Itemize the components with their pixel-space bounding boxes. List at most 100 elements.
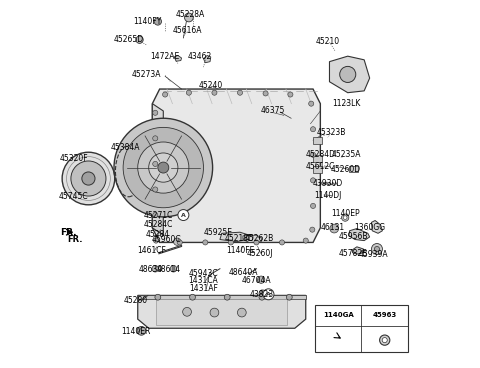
Circle shape bbox=[153, 212, 158, 217]
Circle shape bbox=[254, 240, 259, 245]
Text: 45228A: 45228A bbox=[176, 10, 205, 19]
Text: 45265D: 45265D bbox=[114, 35, 144, 44]
Text: 45612C: 45612C bbox=[306, 162, 335, 171]
Text: FR.: FR. bbox=[60, 228, 77, 237]
Circle shape bbox=[238, 308, 246, 317]
Polygon shape bbox=[138, 296, 306, 328]
Text: 1140ER: 1140ER bbox=[121, 328, 151, 336]
Circle shape bbox=[224, 294, 230, 300]
Polygon shape bbox=[138, 296, 306, 299]
Text: 43930D: 43930D bbox=[312, 180, 343, 188]
Polygon shape bbox=[152, 104, 163, 235]
Text: 1140EP: 1140EP bbox=[332, 209, 360, 218]
Text: 45925E: 45925E bbox=[204, 228, 233, 237]
Circle shape bbox=[183, 307, 192, 316]
Text: 45218D: 45218D bbox=[225, 234, 255, 243]
Circle shape bbox=[170, 265, 177, 272]
Text: 1431CA: 1431CA bbox=[189, 276, 218, 285]
Text: 1140DJ: 1140DJ bbox=[314, 191, 341, 200]
Circle shape bbox=[311, 127, 316, 132]
Circle shape bbox=[158, 162, 169, 173]
Circle shape bbox=[71, 161, 106, 196]
Text: 45284D: 45284D bbox=[305, 150, 336, 159]
Bar bbox=[315, 305, 408, 352]
Text: A: A bbox=[266, 292, 271, 297]
Text: 43462: 43462 bbox=[188, 52, 212, 61]
Text: 45240: 45240 bbox=[199, 81, 223, 90]
Text: 1123LK: 1123LK bbox=[332, 99, 360, 108]
Text: 45320F: 45320F bbox=[60, 154, 88, 163]
Polygon shape bbox=[372, 220, 383, 233]
Circle shape bbox=[163, 92, 168, 97]
Circle shape bbox=[382, 337, 387, 343]
Circle shape bbox=[311, 178, 316, 183]
Circle shape bbox=[137, 326, 146, 335]
Circle shape bbox=[155, 294, 161, 300]
Circle shape bbox=[380, 335, 390, 345]
Circle shape bbox=[372, 244, 383, 255]
Text: 45235A: 45235A bbox=[331, 150, 360, 159]
Circle shape bbox=[177, 240, 182, 245]
Circle shape bbox=[288, 92, 293, 97]
Text: 46131: 46131 bbox=[321, 223, 345, 232]
Circle shape bbox=[153, 161, 158, 166]
Polygon shape bbox=[349, 229, 370, 241]
Polygon shape bbox=[152, 89, 320, 243]
Circle shape bbox=[259, 290, 266, 297]
Circle shape bbox=[178, 209, 189, 220]
Circle shape bbox=[138, 142, 189, 193]
Bar bbox=[156, 299, 288, 325]
Circle shape bbox=[203, 240, 208, 245]
Text: 45323B: 45323B bbox=[317, 128, 346, 137]
Bar bbox=[313, 137, 322, 144]
Text: 45939A: 45939A bbox=[359, 250, 388, 259]
Circle shape bbox=[263, 91, 268, 96]
Text: 48640A: 48640A bbox=[229, 268, 258, 277]
Text: 45284C: 45284C bbox=[143, 220, 172, 229]
Circle shape bbox=[342, 214, 349, 221]
Text: 48614: 48614 bbox=[156, 265, 181, 274]
Text: FR.: FR. bbox=[68, 235, 83, 244]
Text: 45956B: 45956B bbox=[338, 233, 368, 241]
Circle shape bbox=[154, 238, 158, 243]
Text: 1472AE: 1472AE bbox=[151, 52, 180, 61]
Circle shape bbox=[343, 216, 347, 219]
Circle shape bbox=[153, 187, 158, 192]
Text: 45210: 45210 bbox=[315, 37, 340, 46]
Circle shape bbox=[330, 224, 338, 233]
Circle shape bbox=[174, 238, 181, 245]
Circle shape bbox=[303, 238, 308, 243]
Circle shape bbox=[153, 110, 158, 115]
Text: 45284: 45284 bbox=[146, 230, 170, 239]
Circle shape bbox=[190, 294, 195, 300]
Circle shape bbox=[212, 90, 217, 95]
Bar bbox=[313, 166, 322, 173]
Circle shape bbox=[62, 152, 115, 205]
Text: 48639: 48639 bbox=[138, 265, 163, 274]
Circle shape bbox=[310, 227, 315, 232]
Text: 45260J: 45260J bbox=[247, 249, 273, 258]
Polygon shape bbox=[352, 247, 363, 254]
Circle shape bbox=[311, 204, 316, 208]
Text: 45616A: 45616A bbox=[172, 26, 202, 35]
Text: 1140GA: 1140GA bbox=[323, 312, 354, 318]
Bar bbox=[349, 166, 358, 172]
Polygon shape bbox=[204, 56, 211, 63]
Circle shape bbox=[311, 152, 316, 158]
Text: 45260D: 45260D bbox=[331, 165, 361, 174]
Text: 45745C: 45745C bbox=[59, 192, 89, 201]
Circle shape bbox=[210, 308, 219, 317]
Circle shape bbox=[184, 13, 193, 22]
Text: 45960C: 45960C bbox=[151, 235, 181, 244]
Text: 46375: 46375 bbox=[261, 106, 285, 116]
Text: 1360GG: 1360GG bbox=[354, 223, 385, 232]
Text: 45782B: 45782B bbox=[338, 249, 368, 258]
Text: 45262B: 45262B bbox=[244, 234, 274, 243]
Text: 46704A: 46704A bbox=[241, 276, 271, 285]
Text: 1431AF: 1431AF bbox=[189, 284, 218, 293]
Text: 45963: 45963 bbox=[372, 312, 397, 318]
Text: A: A bbox=[181, 213, 186, 217]
Circle shape bbox=[82, 172, 95, 185]
Circle shape bbox=[259, 294, 265, 300]
Circle shape bbox=[154, 18, 161, 25]
